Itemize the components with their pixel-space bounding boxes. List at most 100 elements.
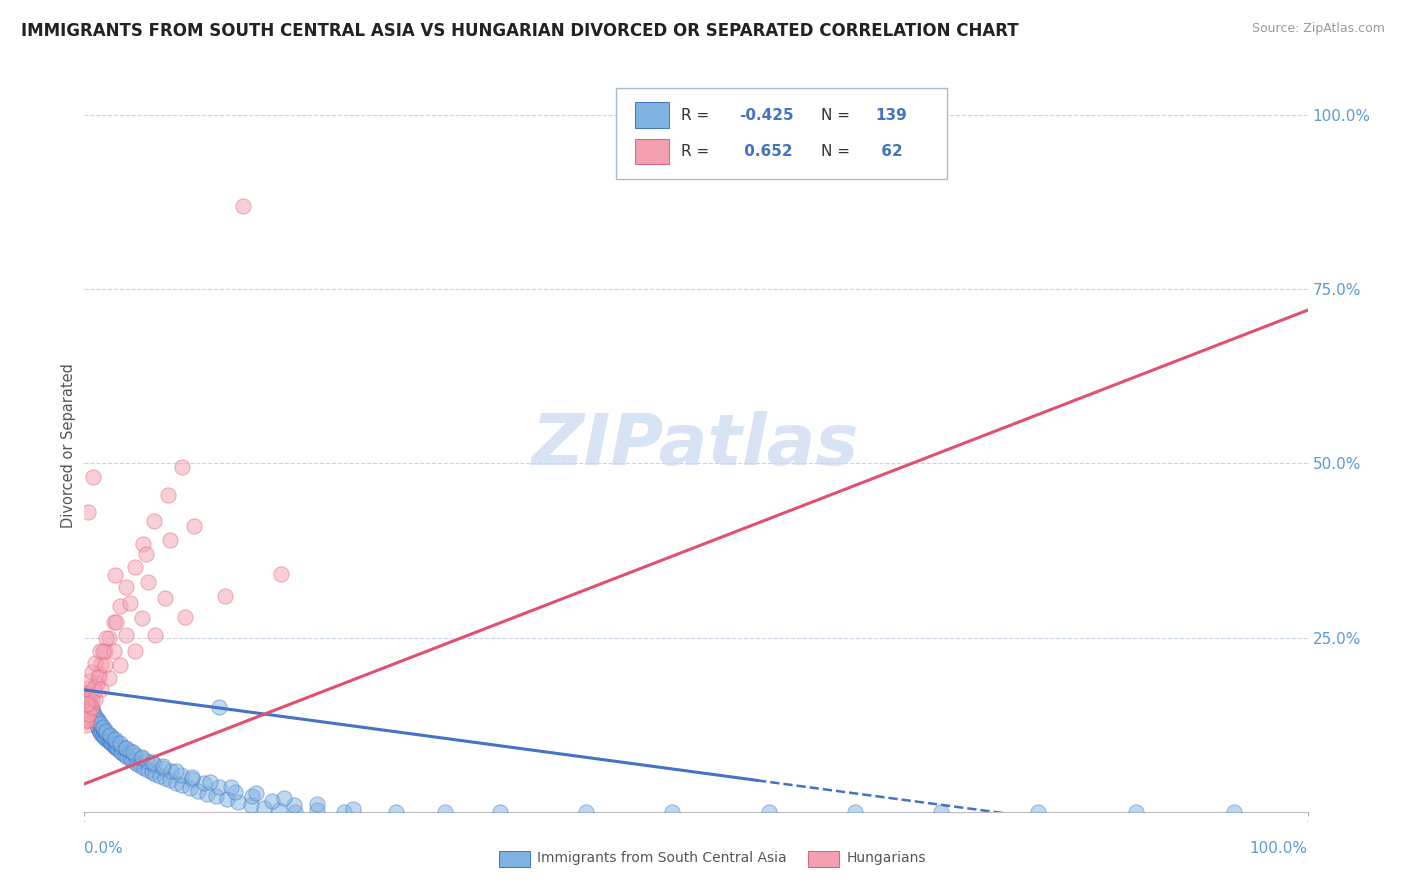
Point [273,791,295,805]
Point [110,745,132,759]
Point [159,773,181,788]
Point [125,756,148,771]
Point [84,714,107,729]
Point [77,701,100,715]
Point [77,697,100,711]
Point [217,792,239,806]
Point [105,741,128,756]
Point [87,670,110,684]
Point [103,733,125,747]
Point [83,712,105,726]
Text: 100.0%: 100.0% [1250,841,1308,856]
Point [76,697,98,711]
Point [101,737,124,751]
Point [136,574,159,589]
Point [79,690,101,704]
Point [187,784,209,798]
Point [89,725,111,739]
Point [104,732,127,747]
Point [94,731,117,745]
Point [93,723,115,738]
Point [129,751,152,765]
Point [84,716,107,731]
Point [131,749,153,764]
Point [86,718,108,732]
Text: R =: R = [682,108,710,123]
Point [118,751,141,765]
Point [100,730,122,744]
Text: Source: ZipAtlas.com: Source: ZipAtlas.com [1251,22,1385,36]
Point [156,488,179,502]
Point [181,772,204,786]
Point [76,711,98,725]
Point [104,567,127,582]
Point [83,714,105,728]
Point [91,729,114,743]
Point [105,736,128,750]
FancyBboxPatch shape [636,139,669,164]
Point [89,716,111,731]
Point [284,805,307,819]
Point [170,768,193,782]
Text: 139: 139 [876,108,907,123]
Point [575,805,598,819]
Point [165,776,187,790]
Point [91,644,114,658]
Point [149,769,172,783]
Point [124,644,146,658]
Point [159,533,181,547]
Point [434,805,457,819]
Point [115,749,138,764]
Point [114,741,136,756]
Point [111,746,134,760]
Text: R =: R = [682,145,710,160]
Point [97,728,120,742]
Point [208,780,231,795]
Point [253,800,276,814]
Point [87,723,110,738]
Point [79,698,101,713]
Point [173,609,195,624]
Point [75,690,97,704]
Point [75,714,97,728]
Point [80,707,103,722]
Point [179,780,201,795]
Point [122,745,145,759]
Point [89,644,111,658]
Point [1028,805,1050,819]
Point [228,795,250,809]
Point [1125,805,1147,819]
Point [183,519,205,533]
Point [143,757,166,772]
Y-axis label: Divorced or Separated: Divorced or Separated [60,364,76,528]
Text: ZIPatlas: ZIPatlas [533,411,859,481]
Point [105,740,128,755]
Point [214,590,236,604]
Point [76,713,98,727]
Point [181,770,204,784]
Point [91,721,114,735]
Point [305,803,328,817]
Point [76,690,98,704]
Point [87,714,110,728]
Point [87,721,110,735]
Point [103,644,125,658]
Point [143,514,166,528]
Point [87,666,110,681]
Point [87,720,110,734]
Point [160,764,183,779]
Point [143,767,166,781]
Point [77,702,100,716]
Point [124,559,146,574]
Point [75,686,97,700]
Point [240,789,263,804]
Point [110,739,132,753]
Point [80,700,103,714]
Point [97,631,120,645]
Point [84,691,107,706]
Point [82,711,104,725]
Point [87,713,110,727]
Point [77,700,100,714]
Point [94,658,117,673]
Point [76,691,98,706]
